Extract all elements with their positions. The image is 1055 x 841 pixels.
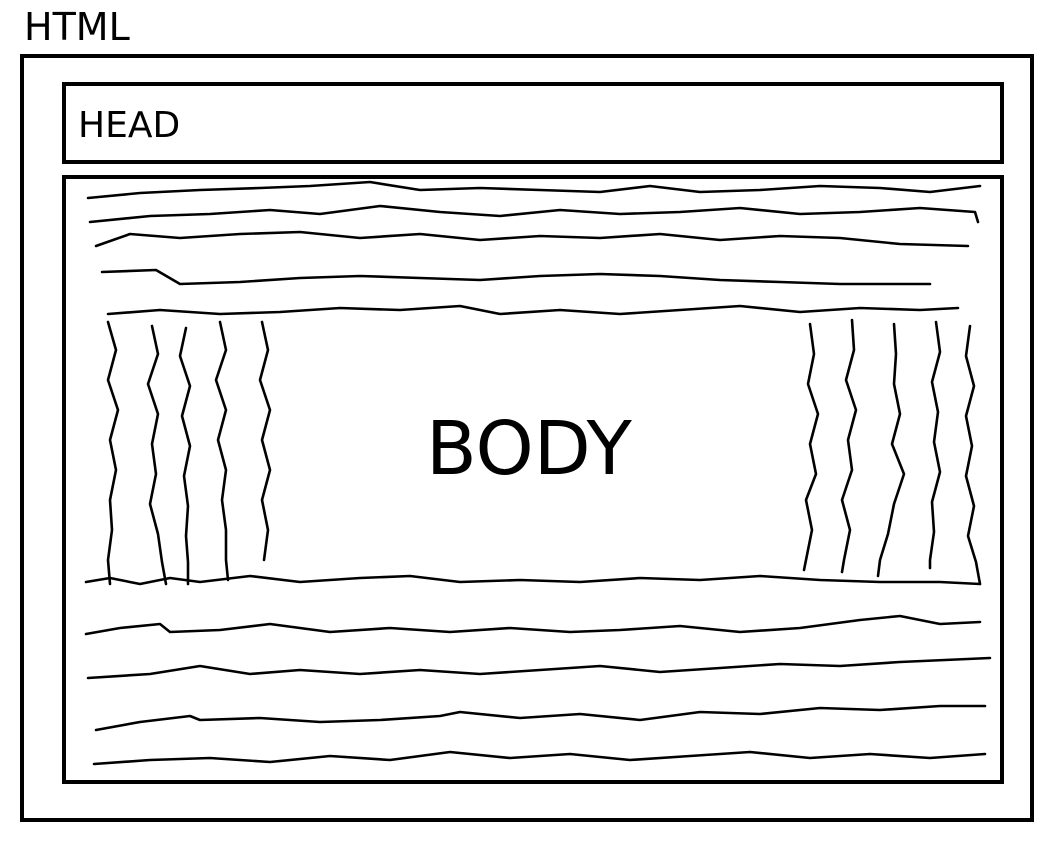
scribble-line: [964, 324, 982, 586]
html-element-box: [20, 54, 1034, 822]
scribble-line: [94, 230, 970, 248]
body-label: BODY: [426, 406, 632, 492]
scribble-line: [86, 656, 992, 680]
scribble-line: [84, 614, 982, 636]
scribble-line: [84, 574, 982, 586]
scribble-line: [86, 180, 982, 200]
scribble-line: [258, 320, 272, 562]
scribble-line: [876, 322, 906, 578]
body-element-box: BODY: [62, 175, 1004, 784]
scribble-line: [106, 304, 960, 316]
scribble-line: [100, 268, 932, 286]
scribble-line: [840, 318, 858, 574]
scribble-line: [94, 704, 987, 732]
scribble-line: [928, 320, 942, 570]
scribble-line: [88, 204, 980, 224]
scribble-line: [106, 320, 120, 586]
scribble-line: [214, 320, 230, 582]
head-label: HEAD: [78, 105, 181, 146]
scribble-line: [92, 750, 987, 766]
scribble-line: [146, 324, 168, 586]
scribble-line: [178, 326, 192, 586]
head-element-box: HEAD: [62, 82, 1004, 164]
scribble-line: [802, 322, 820, 572]
html-label: HTML: [24, 5, 130, 49]
